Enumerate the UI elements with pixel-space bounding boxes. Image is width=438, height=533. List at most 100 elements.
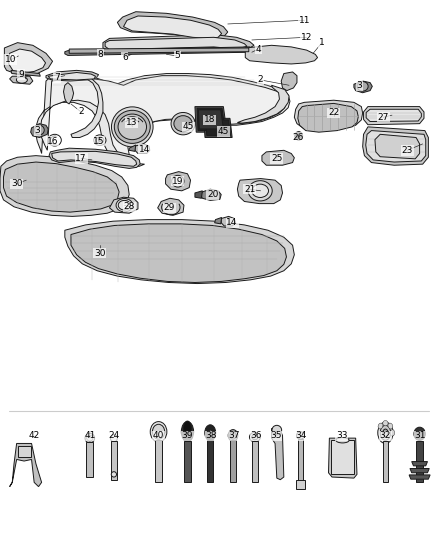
Text: 27: 27: [378, 113, 389, 122]
Text: 6: 6: [122, 53, 128, 62]
Polygon shape: [36, 74, 290, 166]
Text: 23: 23: [402, 146, 413, 155]
Ellipse shape: [414, 427, 425, 440]
Ellipse shape: [114, 110, 150, 143]
Text: 17: 17: [75, 154, 87, 163]
Polygon shape: [366, 131, 426, 162]
Text: 40: 40: [153, 432, 164, 440]
Ellipse shape: [250, 432, 260, 442]
Polygon shape: [4, 43, 53, 76]
Polygon shape: [195, 107, 227, 132]
Polygon shape: [409, 475, 430, 479]
Ellipse shape: [118, 114, 146, 140]
Text: 16: 16: [47, 137, 58, 146]
Text: 13: 13: [126, 118, 137, 127]
Polygon shape: [366, 109, 421, 122]
Polygon shape: [383, 441, 388, 482]
Ellipse shape: [380, 425, 391, 440]
Polygon shape: [198, 110, 223, 129]
Ellipse shape: [297, 134, 301, 139]
Ellipse shape: [272, 425, 282, 435]
Polygon shape: [195, 191, 202, 198]
Text: 29: 29: [164, 204, 175, 212]
Ellipse shape: [230, 432, 236, 439]
Polygon shape: [184, 441, 191, 482]
Ellipse shape: [248, 181, 272, 201]
Text: 38: 38: [205, 432, 217, 440]
Text: 11: 11: [299, 16, 310, 25]
Polygon shape: [206, 120, 230, 135]
Ellipse shape: [383, 429, 388, 437]
Polygon shape: [328, 438, 357, 478]
Ellipse shape: [172, 175, 184, 187]
Ellipse shape: [116, 198, 133, 212]
Polygon shape: [410, 469, 429, 473]
Text: 45: 45: [218, 127, 229, 136]
Text: 2: 2: [78, 108, 84, 116]
Polygon shape: [230, 440, 236, 482]
Polygon shape: [331, 440, 354, 474]
Polygon shape: [155, 440, 162, 482]
Ellipse shape: [252, 184, 268, 197]
Polygon shape: [237, 179, 283, 204]
Polygon shape: [215, 217, 222, 224]
Ellipse shape: [228, 430, 238, 441]
Polygon shape: [10, 443, 42, 487]
Text: 5: 5: [174, 52, 180, 60]
Polygon shape: [201, 189, 221, 200]
Text: 31: 31: [415, 432, 426, 440]
Text: 35: 35: [270, 432, 282, 440]
Text: 7: 7: [54, 73, 60, 82]
Text: 42: 42: [28, 432, 40, 440]
Ellipse shape: [205, 425, 215, 441]
Polygon shape: [298, 103, 358, 132]
Ellipse shape: [378, 422, 393, 443]
Polygon shape: [272, 429, 284, 480]
Polygon shape: [52, 151, 137, 166]
Ellipse shape: [383, 421, 388, 426]
Text: 30: 30: [94, 249, 106, 257]
Text: 15: 15: [93, 137, 104, 146]
Polygon shape: [86, 442, 93, 477]
Polygon shape: [105, 37, 247, 50]
Polygon shape: [363, 127, 428, 165]
Text: 3: 3: [356, 81, 362, 90]
Text: 8: 8: [98, 50, 104, 59]
Polygon shape: [354, 81, 372, 93]
Ellipse shape: [171, 112, 195, 135]
Polygon shape: [4, 162, 119, 212]
Ellipse shape: [85, 433, 95, 443]
Ellipse shape: [252, 434, 258, 440]
Text: 36: 36: [251, 432, 262, 440]
Polygon shape: [10, 76, 33, 84]
Polygon shape: [296, 480, 305, 489]
Polygon shape: [117, 12, 228, 39]
Ellipse shape: [184, 421, 191, 436]
Text: 37: 37: [229, 432, 240, 440]
Polygon shape: [0, 156, 129, 216]
Polygon shape: [69, 48, 249, 53]
Polygon shape: [135, 144, 150, 154]
Ellipse shape: [111, 107, 153, 147]
Ellipse shape: [390, 430, 395, 436]
Text: 33: 33: [336, 432, 347, 440]
Text: 24: 24: [108, 432, 120, 440]
Polygon shape: [103, 35, 254, 51]
Polygon shape: [18, 446, 31, 457]
Text: 32: 32: [380, 432, 391, 440]
Polygon shape: [237, 85, 289, 123]
Text: 18: 18: [204, 116, 215, 124]
Text: 21: 21: [244, 185, 255, 193]
Text: 41: 41: [84, 432, 95, 440]
Ellipse shape: [17, 77, 27, 83]
Text: 14: 14: [139, 145, 150, 154]
Polygon shape: [71, 224, 286, 282]
Ellipse shape: [378, 423, 383, 429]
Text: 4: 4: [256, 45, 261, 53]
Polygon shape: [110, 197, 138, 213]
Polygon shape: [294, 100, 363, 131]
Text: 14: 14: [226, 219, 238, 227]
Polygon shape: [221, 216, 236, 226]
Polygon shape: [298, 439, 303, 485]
Polygon shape: [262, 150, 294, 165]
